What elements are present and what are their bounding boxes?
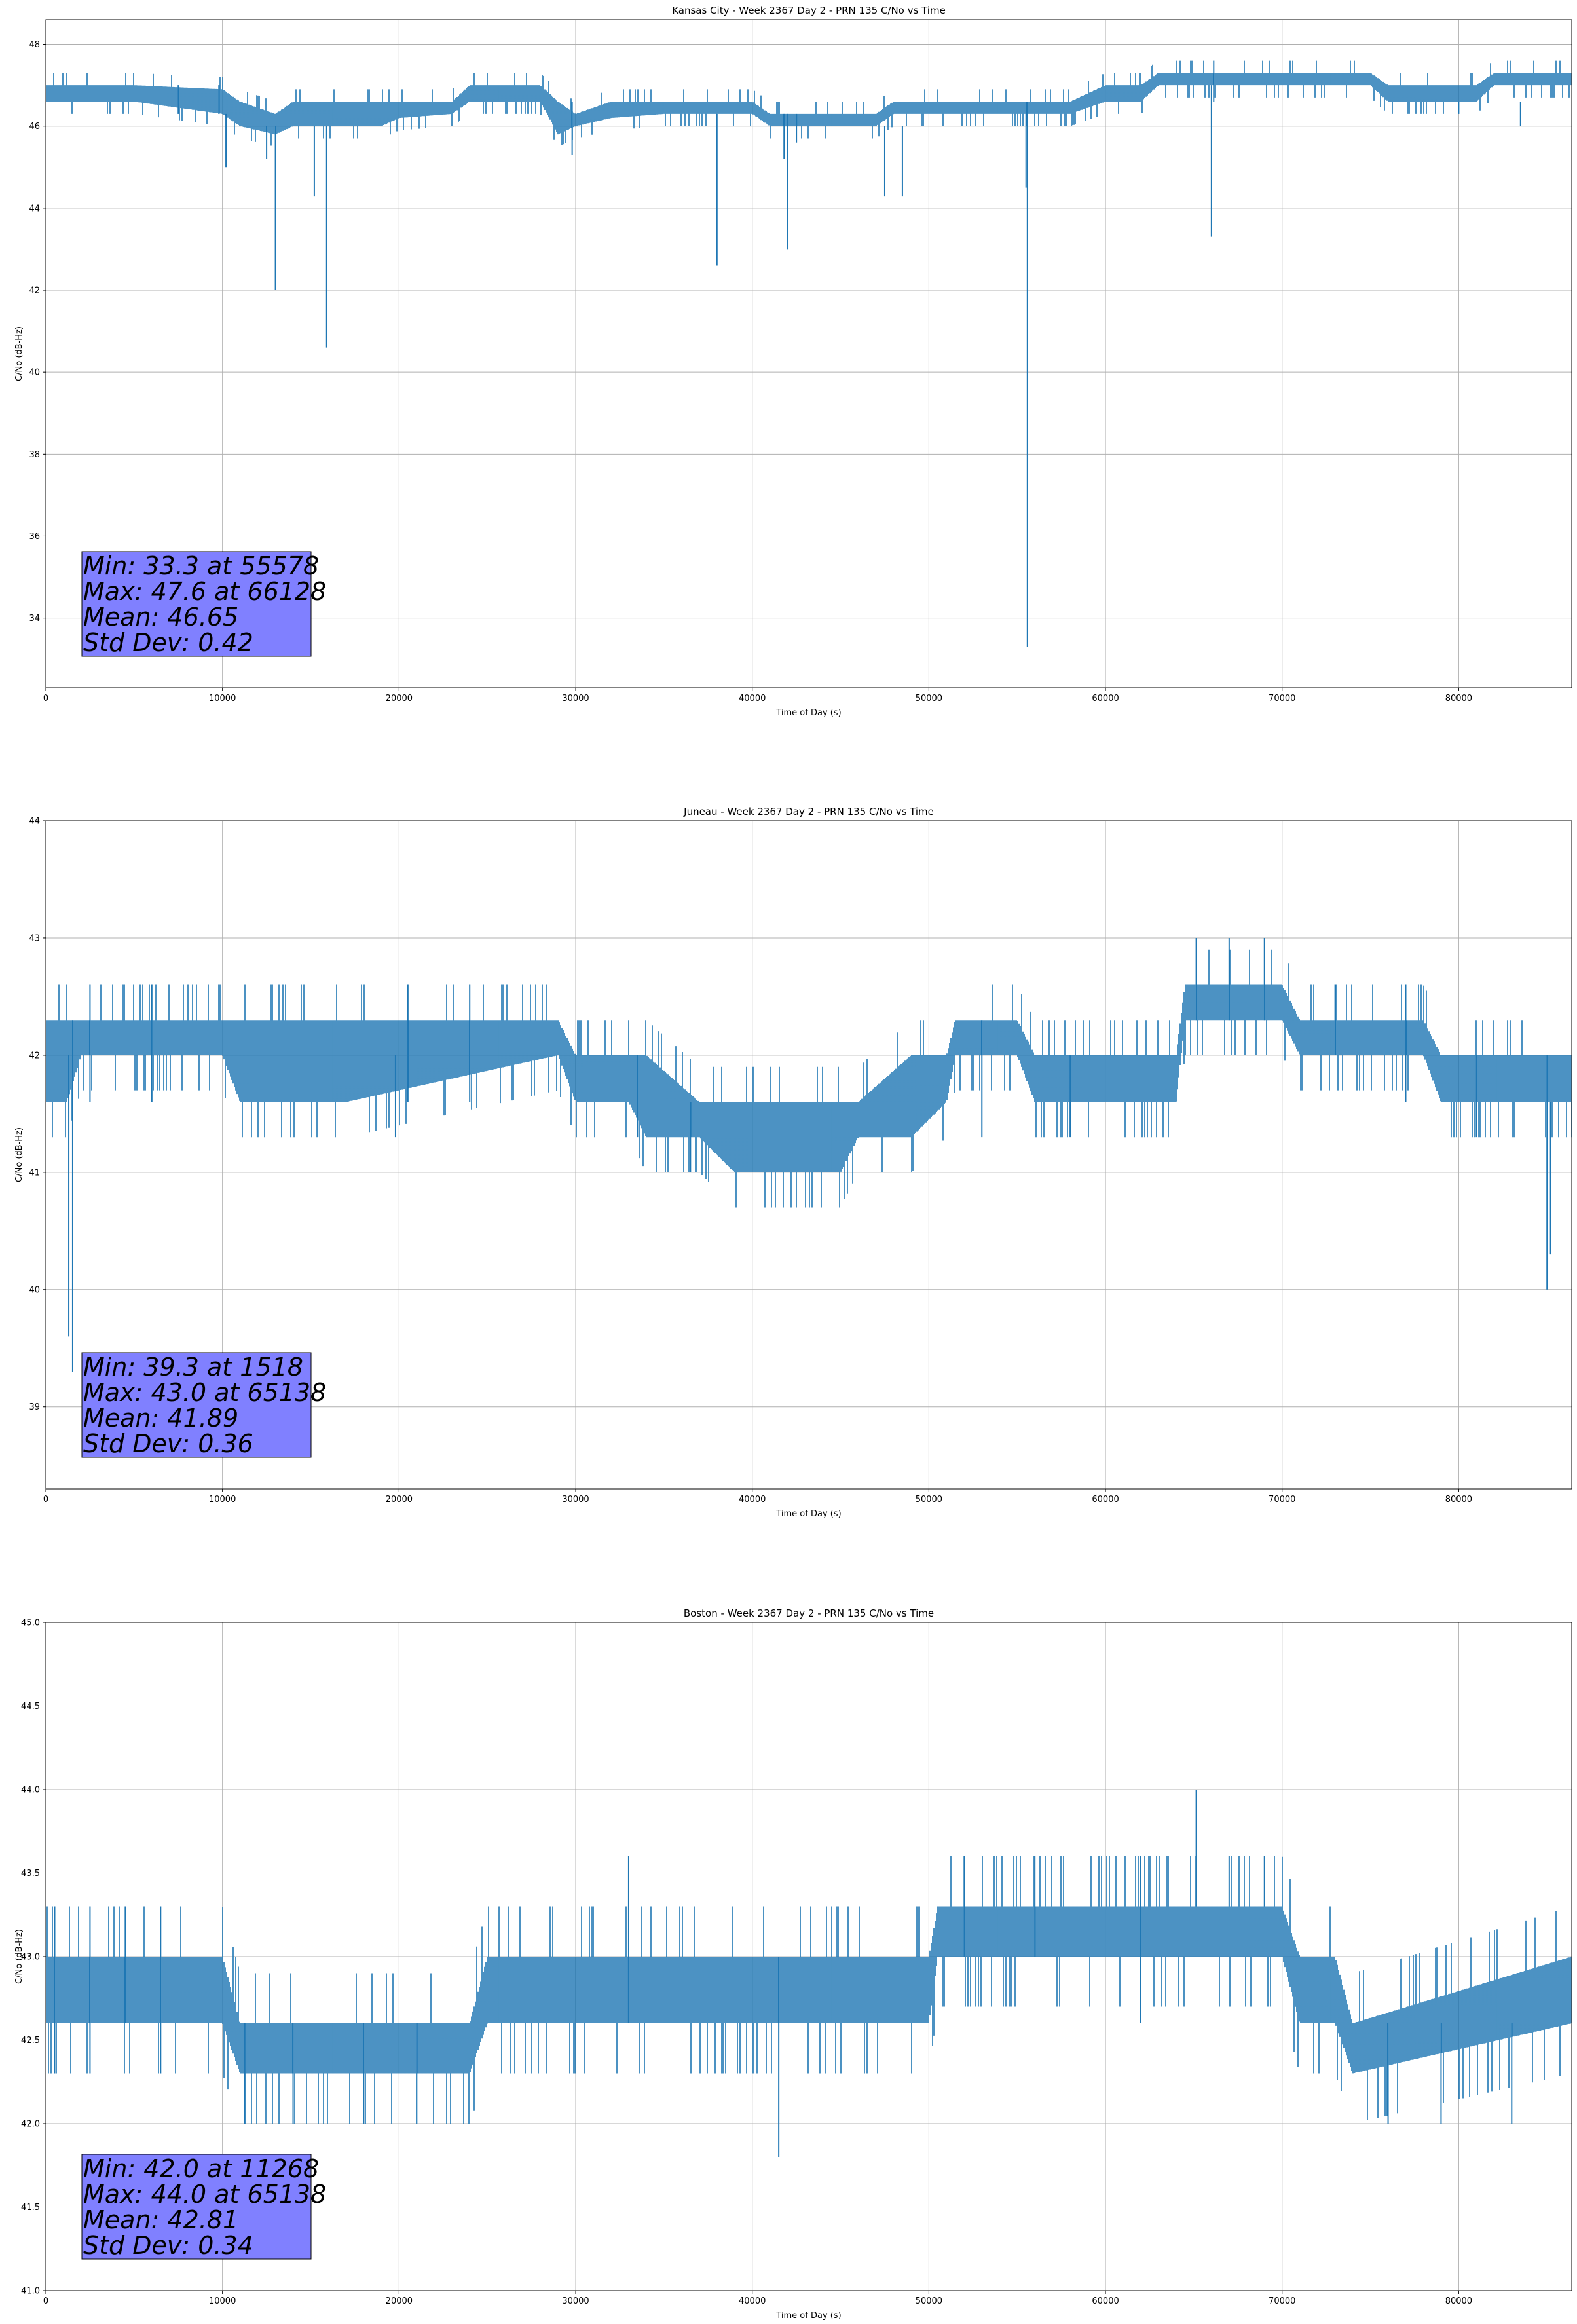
y-tick-label: 41 [29, 1168, 40, 1178]
x-tick-label: 40000 [739, 2296, 766, 2306]
x-tick-label: 70000 [1269, 694, 1295, 703]
x-tick-label: 10000 [209, 2296, 236, 2306]
x-tick-label: 70000 [1269, 1495, 1295, 1505]
x-tick-label: 60000 [1092, 1495, 1119, 1505]
y-tick-label: 42.0 [21, 2120, 40, 2129]
stats-line: Mean: 46.65 [83, 603, 238, 631]
axes-frame [45, 820, 1572, 1490]
chart-title: Boston - Week 2367 Day 2 - PRN 135 C/No … [684, 1607, 934, 1619]
y-tick-label: 38 [29, 450, 40, 460]
x-tick-label: 10000 [209, 1495, 236, 1505]
y-tick-label: 43.5 [21, 1869, 40, 1879]
y-tick-label: 41.5 [21, 2203, 40, 2213]
y-tick-label: 43 [29, 933, 40, 943]
y-tick-label: 39 [29, 1402, 40, 1412]
stats-box [81, 1352, 312, 1458]
x-tick-label: 50000 [916, 694, 942, 703]
stats-line: Min: 33.3 at 55578 [83, 552, 319, 580]
stats-line: Max: 43.0 at 65138 [83, 1378, 326, 1407]
x-tick-label: 60000 [1092, 694, 1119, 703]
stats-line: Min: 39.3 at 1518 [83, 1353, 303, 1381]
data-series [46, 60, 1572, 647]
y-tick-label: 44.5 [21, 1702, 40, 1712]
x-tick-label: 40000 [739, 1495, 766, 1505]
y-tick-label: 44.0 [21, 1786, 40, 1795]
stats-box [81, 2154, 312, 2260]
x-tick-label: 20000 [386, 1495, 413, 1505]
cno-band [46, 949, 1572, 1208]
stats-line: Max: 44.0 at 65138 [83, 2180, 326, 2209]
y-tick-label: 40 [29, 1285, 40, 1295]
cno-band [46, 60, 1572, 146]
y-tick-label: 34 [29, 614, 40, 624]
x-tick-label: 0 [43, 2296, 48, 2306]
stats-box [81, 551, 312, 657]
y-tick-label: 43.0 [21, 1953, 40, 1962]
y-tick-label: 45.0 [21, 1619, 40, 1628]
x-tick-label: 80000 [1445, 694, 1472, 703]
y-tick-label: 42 [29, 1051, 40, 1060]
x-tick-label: 80000 [1445, 1495, 1472, 1505]
x-tick-label: 20000 [386, 2296, 413, 2306]
data-series [46, 1790, 1572, 2157]
x-tick-label: 50000 [916, 2296, 942, 2306]
y-tick-label: 41.0 [21, 2287, 40, 2296]
y-tick-label: 44 [29, 204, 40, 214]
x-tick-label: 70000 [1269, 2296, 1295, 2306]
y-axis-label: C/No (dB-Hz) [14, 326, 24, 381]
stats-line: Min: 42.0 at 11268 [83, 2154, 319, 2183]
stats-line: Mean: 42.81 [83, 2205, 238, 2234]
y-tick-label: 48 [29, 40, 40, 50]
stats-line: Mean: 41.89 [83, 1404, 238, 1433]
x-tick-label: 40000 [739, 694, 766, 703]
x-tick-label: 50000 [916, 1495, 942, 1505]
x-axis-label: Time of Day (s) [775, 1509, 841, 1519]
y-axis-label: C/No (dB-Hz) [14, 1929, 24, 1984]
stats-line: Std Dev: 0.34 [83, 2231, 253, 2260]
axes-frame [45, 19, 1572, 688]
y-tick-label: 36 [29, 532, 40, 542]
x-tick-label: 30000 [562, 694, 589, 703]
x-tick-label: 30000 [562, 1495, 589, 1505]
x-tick-label: 20000 [386, 694, 413, 703]
x-tick-label: 10000 [209, 694, 236, 703]
y-tick-label: 46 [29, 122, 40, 132]
x-tick-label: 30000 [562, 2296, 589, 2306]
chart-title: Juneau - Week 2367 Day 2 - PRN 135 C/No … [683, 806, 934, 817]
cno-band [46, 1856, 1572, 2124]
y-axis-label: C/No (dB-Hz) [14, 1127, 24, 1182]
y-tick-label: 42.5 [21, 2036, 40, 2046]
chart-panel-3: 0 10000 20000 30000 40000 50000 60000 70000 8000… [14, 1607, 1572, 2321]
x-tick-label: 60000 [1092, 2296, 1119, 2306]
x-tick-label: 80000 [1445, 2296, 1472, 2306]
y-tick-label: 44 [29, 817, 40, 827]
y-tick-label: 40 [29, 368, 40, 378]
stats-line: Std Dev: 0.36 [83, 1429, 253, 1458]
x-tick-label: 0 [43, 1495, 48, 1505]
stats-line: Std Dev: 0.42 [83, 628, 253, 657]
chart-panel-2: 0 10000 20000 30000 40000 50000 60000 70000 8000… [14, 806, 1572, 1519]
y-tick-label: 42 [29, 286, 40, 296]
x-axis-label: Time of Day (s) [775, 708, 841, 718]
stats-line: Max: 47.6 at 66128 [83, 577, 326, 606]
x-tick-label: 0 [43, 694, 48, 703]
chart-panel-1: 0 10000 20000 30000 40000 50000 60000 70000 8000… [14, 5, 1572, 718]
x-axis-label: Time of Day (s) [775, 2311, 841, 2321]
data-series [46, 937, 1572, 1372]
chart-title: Kansas City - Week 2367 Day 2 - PRN 135 … [672, 5, 946, 16]
